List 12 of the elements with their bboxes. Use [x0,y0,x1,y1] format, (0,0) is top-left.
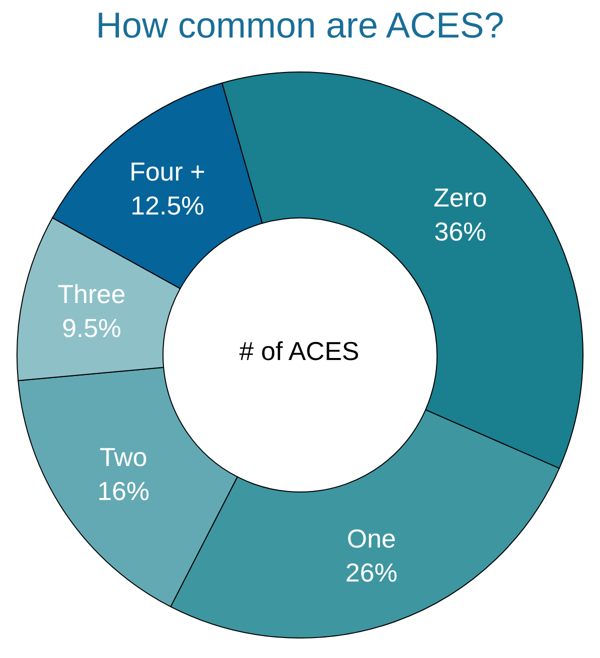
slice-label: Four + [129,156,206,186]
slice-label: Three [58,279,126,310]
data-label: 16% [97,476,150,506]
slice-label: One [346,524,396,554]
chart-title: How common are ACES? [96,4,504,46]
data-label: 9.5% [62,313,122,344]
slice-label: Two [100,442,148,472]
text: # of ACES [239,336,360,366]
data-label: 12.5% [130,190,204,220]
data-label: 36% [434,216,486,247]
slice-label: Zero [434,182,487,213]
data-label: 26% [345,558,398,588]
